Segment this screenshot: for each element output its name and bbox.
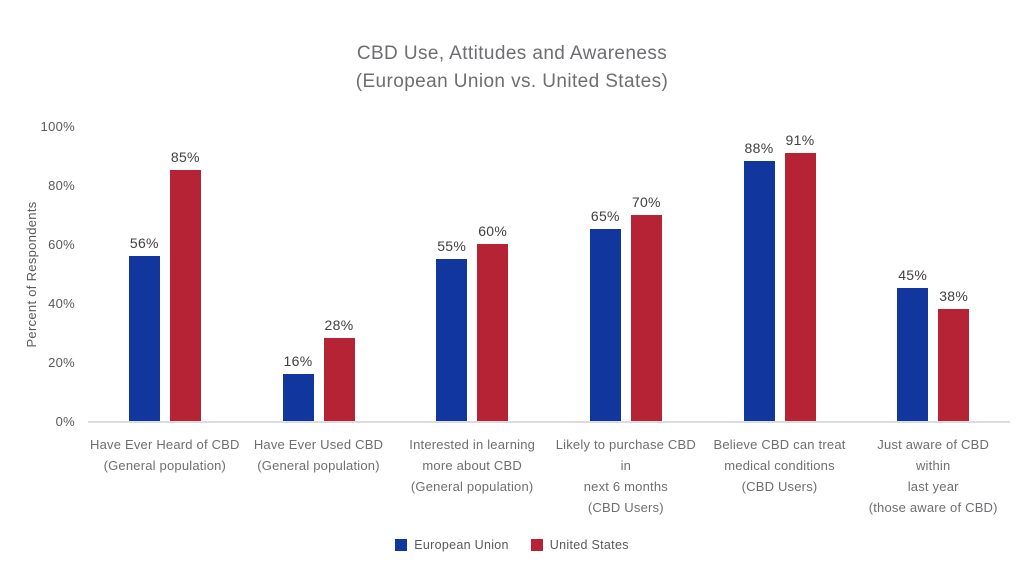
bar-value-label: 70% [631, 193, 661, 210]
chart-title-line2: (European Union vs. United States) [355, 71, 669, 92]
bar-value-label: 38% [939, 287, 969, 304]
bar [282, 373, 314, 421]
bar-value-label: 60% [478, 223, 508, 239]
legend-swatch [530, 539, 543, 551]
bar-group: 65% 70% [549, 126, 703, 421]
legend: European Union United States [0, 538, 1024, 552]
bar-column: 70% [630, 126, 662, 421]
category-label: Just aware of CBD within last year (those … [856, 434, 1010, 518]
category-label-line: Believe CBD can treat [713, 437, 846, 452]
bar-column: 56% [128, 126, 160, 421]
chart-title: CBD Use, Attitudes and Awareness (Europe… [0, 0, 1024, 96]
bar-group: 55% 60% [395, 126, 549, 421]
x-axis-labels: Have Ever Heard of CBD (General populatio… [88, 434, 1010, 518]
bar-value-label: 45% [898, 267, 928, 284]
plot-area: 0% 20% 40% 60% 80% 100% 56% 85% 16% 28% 55% 60% 65% 7… [41, 119, 1010, 429]
legend-item: United States [530, 538, 629, 552]
category-label-line: next 6 months [583, 479, 668, 494]
y-tick-label: 0% [55, 414, 75, 429]
legend-label: European Union [414, 538, 509, 552]
category-label-line: last year [907, 479, 959, 494]
category-label-line: (CBD Users) [741, 479, 818, 494]
y-tick-label: 100% [40, 119, 75, 134]
y-tick-label: 80% [48, 178, 75, 193]
bar-value-label: 88% [744, 140, 774, 157]
category-label-line: (General population) [257, 458, 380, 473]
legend-item: European Union [395, 538, 509, 552]
bar [589, 229, 621, 421]
bar-value-label: 85% [170, 149, 200, 166]
bar [630, 214, 662, 421]
y-tick-label: 20% [48, 355, 75, 370]
category-label: Likely to purchase CBD in next 6 months (C… [549, 434, 703, 518]
bar-column: 65% [589, 126, 621, 421]
bar-column: 28% [323, 126, 355, 421]
bar-column: 60% [477, 126, 509, 421]
bar-column: 16% [282, 126, 314, 421]
bar-column: 91% [784, 126, 816, 421]
bar-column: 38% [938, 126, 970, 421]
category-label: Interested in learning more about CBD (Gen… [395, 434, 549, 518]
bar-group: 45% 38% [856, 126, 1010, 421]
plot-wrap: Percent of Respondents 0% 20% 40% 60% 80% 100… [24, 119, 1010, 429]
legend-label: United States [549, 538, 629, 552]
category-label-line: more about CBD [422, 458, 522, 473]
category-label: Have Ever Used CBD (General population) [242, 434, 396, 518]
y-tick-label: 60% [48, 237, 75, 252]
category-label: Have Ever Heard of CBD (General populatio… [88, 434, 242, 518]
category-label-line: Have Ever Used CBD [253, 437, 384, 452]
bar [938, 308, 970, 421]
bar-group: 56% 85% [88, 126, 242, 421]
legend-swatch [395, 539, 408, 551]
bar [897, 288, 929, 421]
bar-value-label: 91% [785, 131, 815, 148]
bar [784, 152, 816, 421]
bar [477, 244, 509, 421]
bar [436, 258, 468, 421]
y-tick-label: 40% [48, 296, 75, 311]
category-label-line: (those aware of CBD) [868, 500, 998, 515]
bar [128, 255, 160, 421]
category-label-line: Likely to purchase CBD in [555, 437, 696, 473]
category-label-line: Have Ever Heard of CBD [90, 437, 240, 452]
chart-title-line1: CBD Use, Attitudes and Awareness [356, 43, 668, 64]
category-label-line: Interested in learning [409, 437, 536, 452]
category-label-line: medical conditions [724, 458, 835, 473]
category-label-line: Just aware of CBD within [877, 437, 990, 473]
bar-column: 88% [743, 126, 775, 421]
category-label-line: (General population) [410, 479, 534, 494]
bar-column: 45% [897, 126, 929, 421]
bar-value-label: 65% [590, 208, 620, 225]
bar-value-label: 16% [283, 352, 313, 369]
y-axis-title: Percent of Respondents [24, 201, 39, 348]
category-label: Believe CBD can treat medical conditions (… [703, 434, 857, 518]
bar [169, 170, 201, 421]
category-label-line: (CBD Users) [587, 500, 664, 515]
bar [743, 161, 775, 421]
bar-value-label: 28% [324, 317, 354, 334]
category-label-line: (General population) [103, 458, 227, 473]
bar-group: 16% 28% [242, 126, 396, 421]
bar-value-label: 55% [437, 237, 467, 254]
bar-group: 88% 91% [703, 126, 857, 421]
bar-value-label: 56% [129, 234, 159, 251]
bar [323, 338, 355, 421]
bar-column: 55% [436, 126, 468, 421]
bar-column: 85% [169, 126, 201, 421]
